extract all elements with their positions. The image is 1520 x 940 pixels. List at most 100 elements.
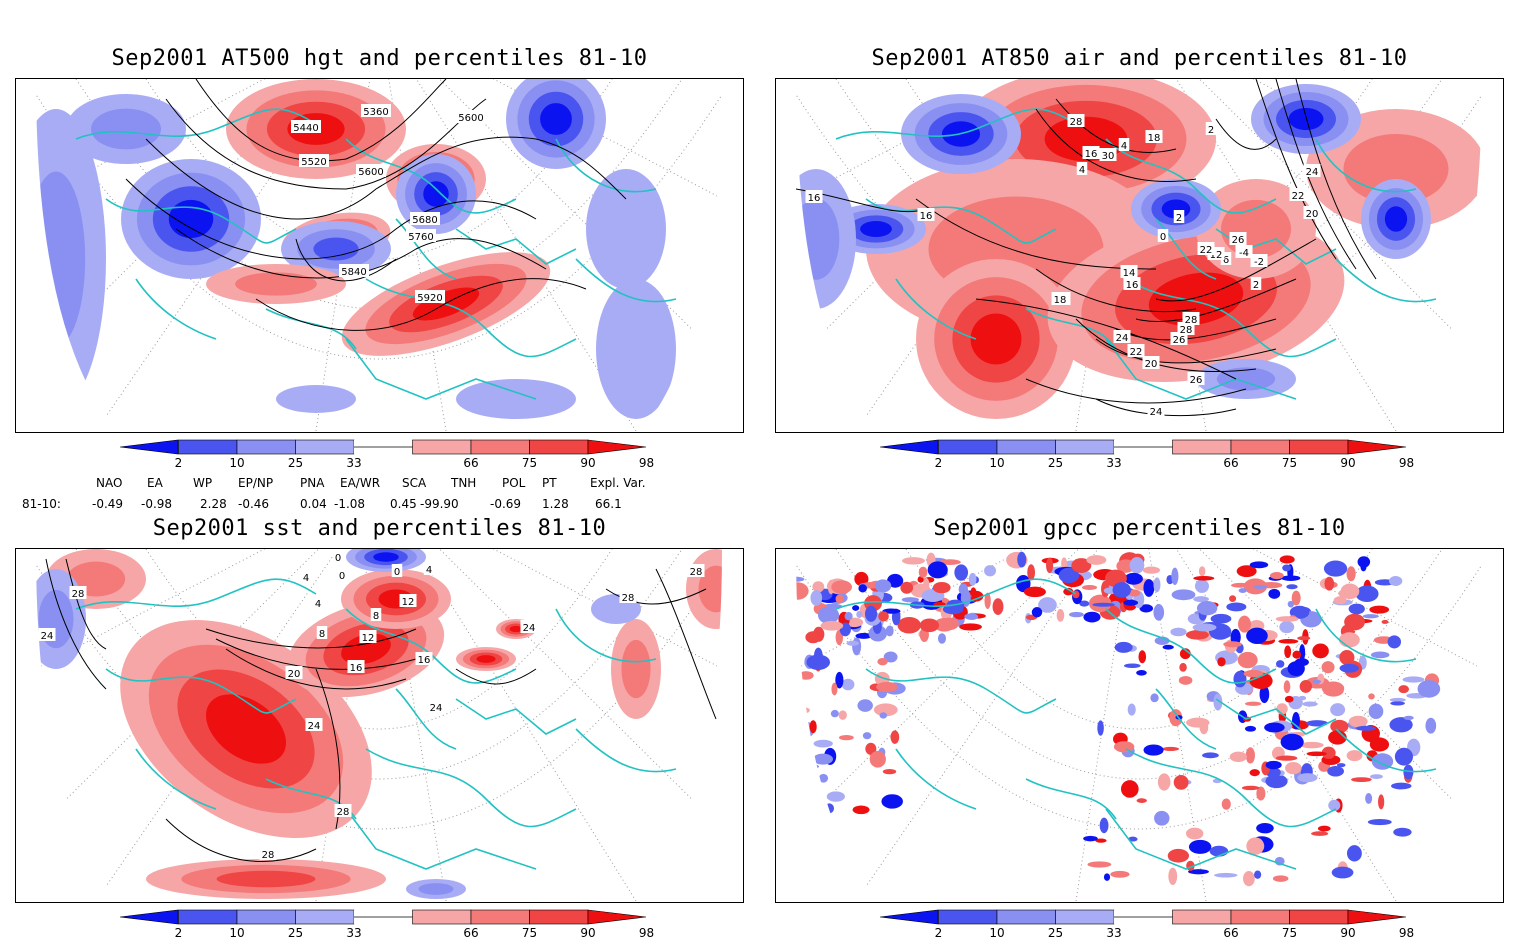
coastline <box>1315 138 1417 193</box>
map-panel-hgt: 5360 5440 5520 5600 5600 5680 5760 5840 5920 <box>15 78 744 433</box>
percentile-speckle <box>1127 703 1136 716</box>
index-value: 1.28 <box>542 497 569 511</box>
percentile-speckle <box>1340 583 1360 600</box>
contour-label-box <box>299 154 329 167</box>
percentile-speckle <box>885 625 894 637</box>
percentile-speckle <box>835 671 844 689</box>
percentile-speckle <box>934 617 955 632</box>
percentile-speckle <box>1136 670 1147 676</box>
percentile-speckle <box>933 601 946 607</box>
index-header: NAO <box>96 476 123 490</box>
percentile-blue-area <box>1384 206 1408 232</box>
contour-label: 4 <box>1079 165 1085 176</box>
percentile-speckle <box>1017 551 1027 568</box>
colorbar-segment <box>295 439 355 455</box>
index-value: -99.90 <box>420 497 459 511</box>
percentile-speckle <box>1287 600 1294 608</box>
percentile-blue-area <box>456 379 576 419</box>
percentile-speckle <box>813 739 833 748</box>
percentile-speckle <box>1275 755 1298 761</box>
index-header: TNH <box>451 476 477 490</box>
percentile-speckle <box>1110 870 1130 878</box>
percentile-speckle <box>1162 644 1174 650</box>
coastline <box>1155 688 1217 750</box>
contour-label: 0 <box>339 571 345 582</box>
percentile-speckle <box>932 581 951 594</box>
percentile-speckle <box>1178 675 1193 685</box>
colorbar-segment <box>529 909 589 925</box>
percentile-speckle <box>1348 603 1365 615</box>
percentile-speckle <box>1079 600 1090 607</box>
colorbar-arrow-right <box>1347 439 1407 455</box>
coastline <box>455 228 577 265</box>
colorbar-segment <box>938 909 998 925</box>
contour-line <box>1295 79 1377 280</box>
percentile-speckle <box>1348 715 1368 728</box>
panel-title-hgt: Sep2001 AT500 hgt and percentiles 81-10 <box>111 46 648 71</box>
contour-line <box>225 648 407 690</box>
percentile-speckle <box>1346 566 1356 582</box>
colorbar-arrow-right <box>1347 909 1407 925</box>
percentile-speckle <box>805 631 821 644</box>
contour-line <box>975 298 1237 380</box>
contour-label: 18 <box>1054 295 1067 306</box>
percentile-speckle <box>1279 555 1295 564</box>
contour-line <box>1135 278 1297 323</box>
percentile-speckle <box>1124 572 1143 585</box>
percentile-speckle <box>1286 584 1298 590</box>
contour-label-box <box>334 804 352 817</box>
colorbar-segment <box>295 909 355 925</box>
coastline <box>1025 778 1117 820</box>
percentile-speckle <box>1330 703 1346 717</box>
percentile-speckle <box>1368 693 1375 700</box>
percentile-speckle <box>835 594 844 604</box>
percentile-speckle <box>968 572 977 586</box>
coastline <box>555 138 657 193</box>
contour-label: 5840 <box>341 267 366 278</box>
percentile-speckle <box>1157 773 1171 791</box>
coastline <box>1125 748 1337 828</box>
colorbar-tick-label: 25 <box>288 926 303 940</box>
percentile-speckle <box>1279 621 1295 634</box>
percentile-speckle <box>1188 869 1209 875</box>
percentile-blue-area <box>1288 107 1324 131</box>
percentile-speckle <box>1071 558 1092 573</box>
contour-line <box>205 628 417 649</box>
contour-line <box>145 136 627 220</box>
contour-label: 0 <box>394 567 400 578</box>
contour-label-box <box>370 608 382 621</box>
contour-label: 28 <box>262 850 275 861</box>
percentile-speckle <box>1278 639 1299 644</box>
percentile-speckle <box>1086 555 1107 565</box>
percentile-speckle <box>1370 651 1390 659</box>
contour-line <box>1255 79 1337 260</box>
percentile-speckle <box>1038 597 1057 613</box>
colorbar-segment <box>1289 439 1349 455</box>
coastline <box>1025 308 1117 350</box>
percentile-speckle <box>1226 602 1247 612</box>
percentile-speckle <box>1351 777 1372 783</box>
contour-line <box>1275 79 1357 270</box>
colorbar-tick-label: 2 <box>935 456 943 470</box>
percentile-speckle <box>854 571 869 587</box>
percentile-speckle <box>1417 680 1441 698</box>
percentile-speckle <box>1128 836 1138 842</box>
colorbar-segment <box>1230 909 1290 925</box>
contour-label: 16 <box>350 663 363 674</box>
percentile-red-area <box>205 694 287 764</box>
percentile-speckle <box>1097 720 1104 736</box>
percentile-speckle <box>812 581 825 593</box>
contour-label-box <box>259 847 277 860</box>
coastline <box>865 198 1057 244</box>
percentile-speckle <box>1170 627 1187 637</box>
percentile-speckle <box>1275 660 1285 668</box>
contour-label-box <box>1197 242 1215 255</box>
percentile-speckle <box>1128 589 1141 597</box>
percentile-blue-area <box>586 169 666 289</box>
meridian-line <box>1175 549 1397 901</box>
percentile-speckle <box>1186 717 1210 728</box>
contour-line <box>215 638 417 670</box>
index-value: 66.1 <box>595 497 622 511</box>
colorbar-segment <box>470 909 530 925</box>
percentile-speckle <box>1299 679 1313 693</box>
